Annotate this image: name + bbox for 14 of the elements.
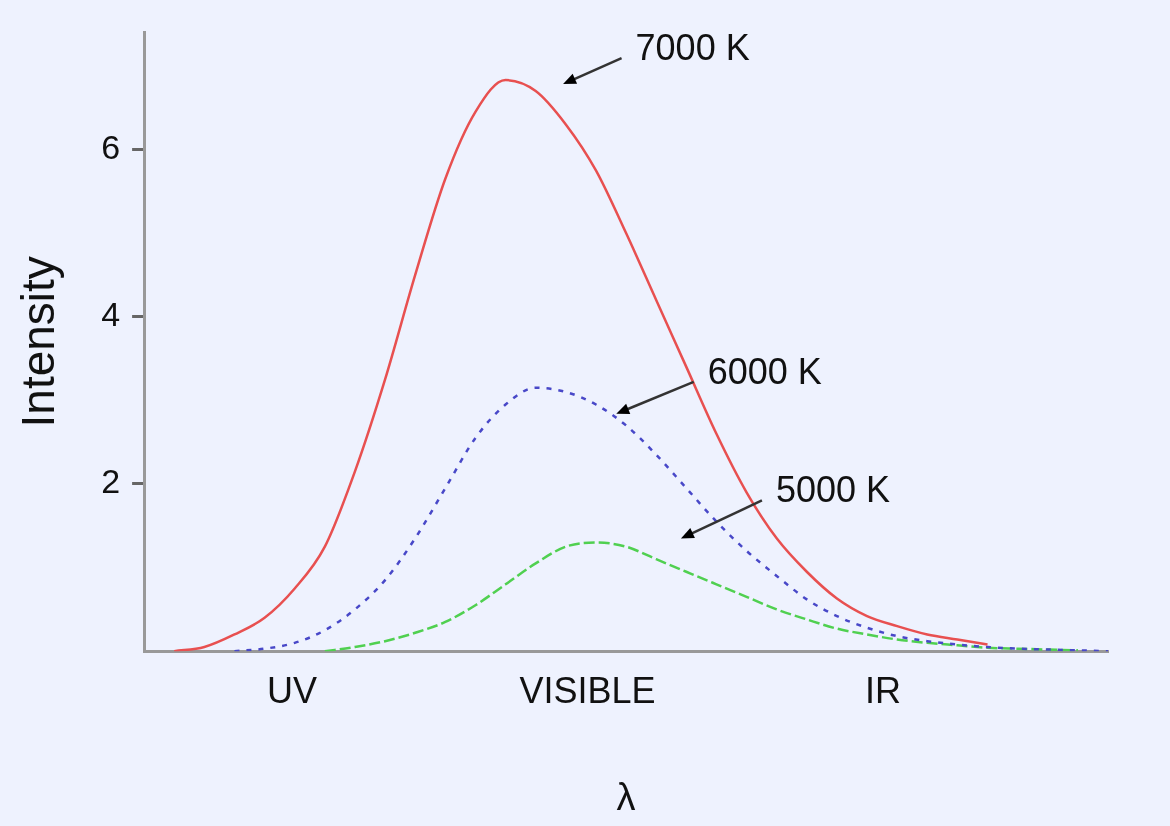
text: VISIBLE: [519, 670, 656, 712]
text: 7000 K: [635, 26, 750, 68]
y-tick-label: 4: [101, 295, 121, 334]
y-tick-label: 6: [101, 127, 121, 166]
line-series: [323, 541, 1080, 652]
x-axis-title: λ: [616, 775, 636, 818]
y-tick-label: 2: [101, 462, 121, 501]
text: 5000 K: [775, 469, 891, 511]
text: UV: [266, 670, 317, 712]
text: IR: [865, 670, 902, 712]
text: 6000 K: [707, 350, 822, 392]
line-series: [172, 78, 989, 652]
line-series: [233, 386, 1110, 652]
y-axis-title: Intensity: [12, 256, 65, 428]
